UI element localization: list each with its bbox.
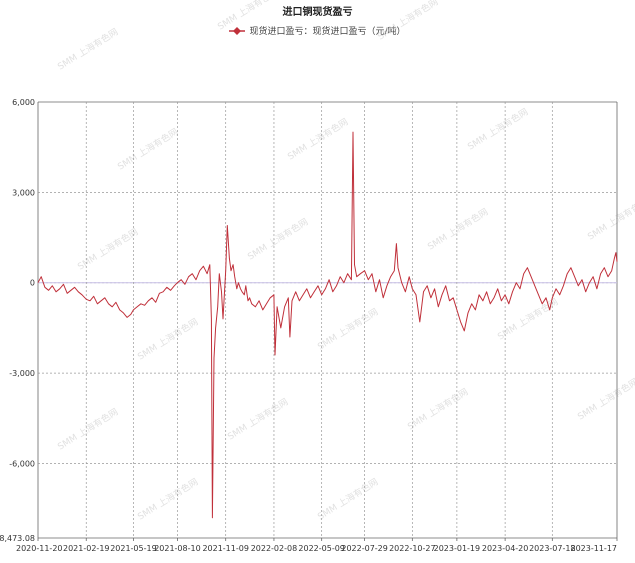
x-tick-label: 2022-05-09 [298,544,345,553]
watermark-text: SMM 上海有色网 [315,476,380,523]
watermark-text: SMM 上海有色网 [375,0,440,43]
watermark-text: SMM 上海有色网 [55,26,120,73]
watermark-text: SMM 上海有色网 [135,316,200,363]
watermark-text: SMM 上海有色网 [425,206,490,253]
watermark-text: SMM 上海有色网 [315,306,380,353]
chart-title: 进口铜现货盈亏 [282,7,353,18]
watermark-text: SMM 上海有色网 [585,196,635,243]
watermark-text: SMM 上海有色网 [405,386,470,433]
watermark-text: SMM 上海有色网 [75,226,140,273]
y-tick-label: 6,000 [12,98,35,107]
x-tick-label: 2020-11-20 [16,544,63,553]
watermark-text: SMM 上海有色网 [245,216,310,263]
x-tick-label: 2021-11-09 [202,544,249,553]
legend-label: 现货进口盈亏：现货进口盈亏（元/吨） [249,27,406,37]
x-tick-label: 2021-08-10 [154,544,201,553]
y-tick-label: -3,000 [9,369,35,378]
watermark-text: SMM 上海有色网 [225,396,290,443]
legend[interactable]: 现货进口盈亏：现货进口盈亏（元/吨） [0,24,635,37]
watermark-text: SMM 上海有色网 [465,106,530,153]
y-tick-label: 0 [30,279,35,288]
watermark-text: SMM 上海有色网 [55,406,120,453]
x-tick-label: 2022-07-29 [341,544,388,553]
watermark-text: SMM 上海有色网 [135,476,200,523]
x-tick-label: 2022-02-08 [251,544,298,553]
y-tick-label: -8,473.08 [0,534,35,543]
x-tick-label: 2023-01-19 [434,544,481,553]
x-tick-label: 2023-07-18 [529,544,576,553]
x-tick-label: 2021-05-19 [110,544,157,553]
watermark-text: SMM 上海有色网 [575,376,635,423]
x-tick-label: 2023-11-17 [571,544,618,553]
watermark-text: SMM 上海有色网 [215,0,280,33]
x-tick-label: 2022-10-27 [389,544,436,553]
series-line [37,131,618,519]
y-tick-label: -6,000 [9,459,35,468]
legend-swatch-icon [229,26,246,35]
watermark-text: SMM 上海有色网 [285,116,350,163]
x-tick-label: 2021-02-19 [63,544,110,553]
watermark-text: SMM 上海有色网 [115,126,180,173]
y-tick-label: 3,000 [12,188,35,197]
x-tick-label: 2023-04-20 [482,544,529,553]
